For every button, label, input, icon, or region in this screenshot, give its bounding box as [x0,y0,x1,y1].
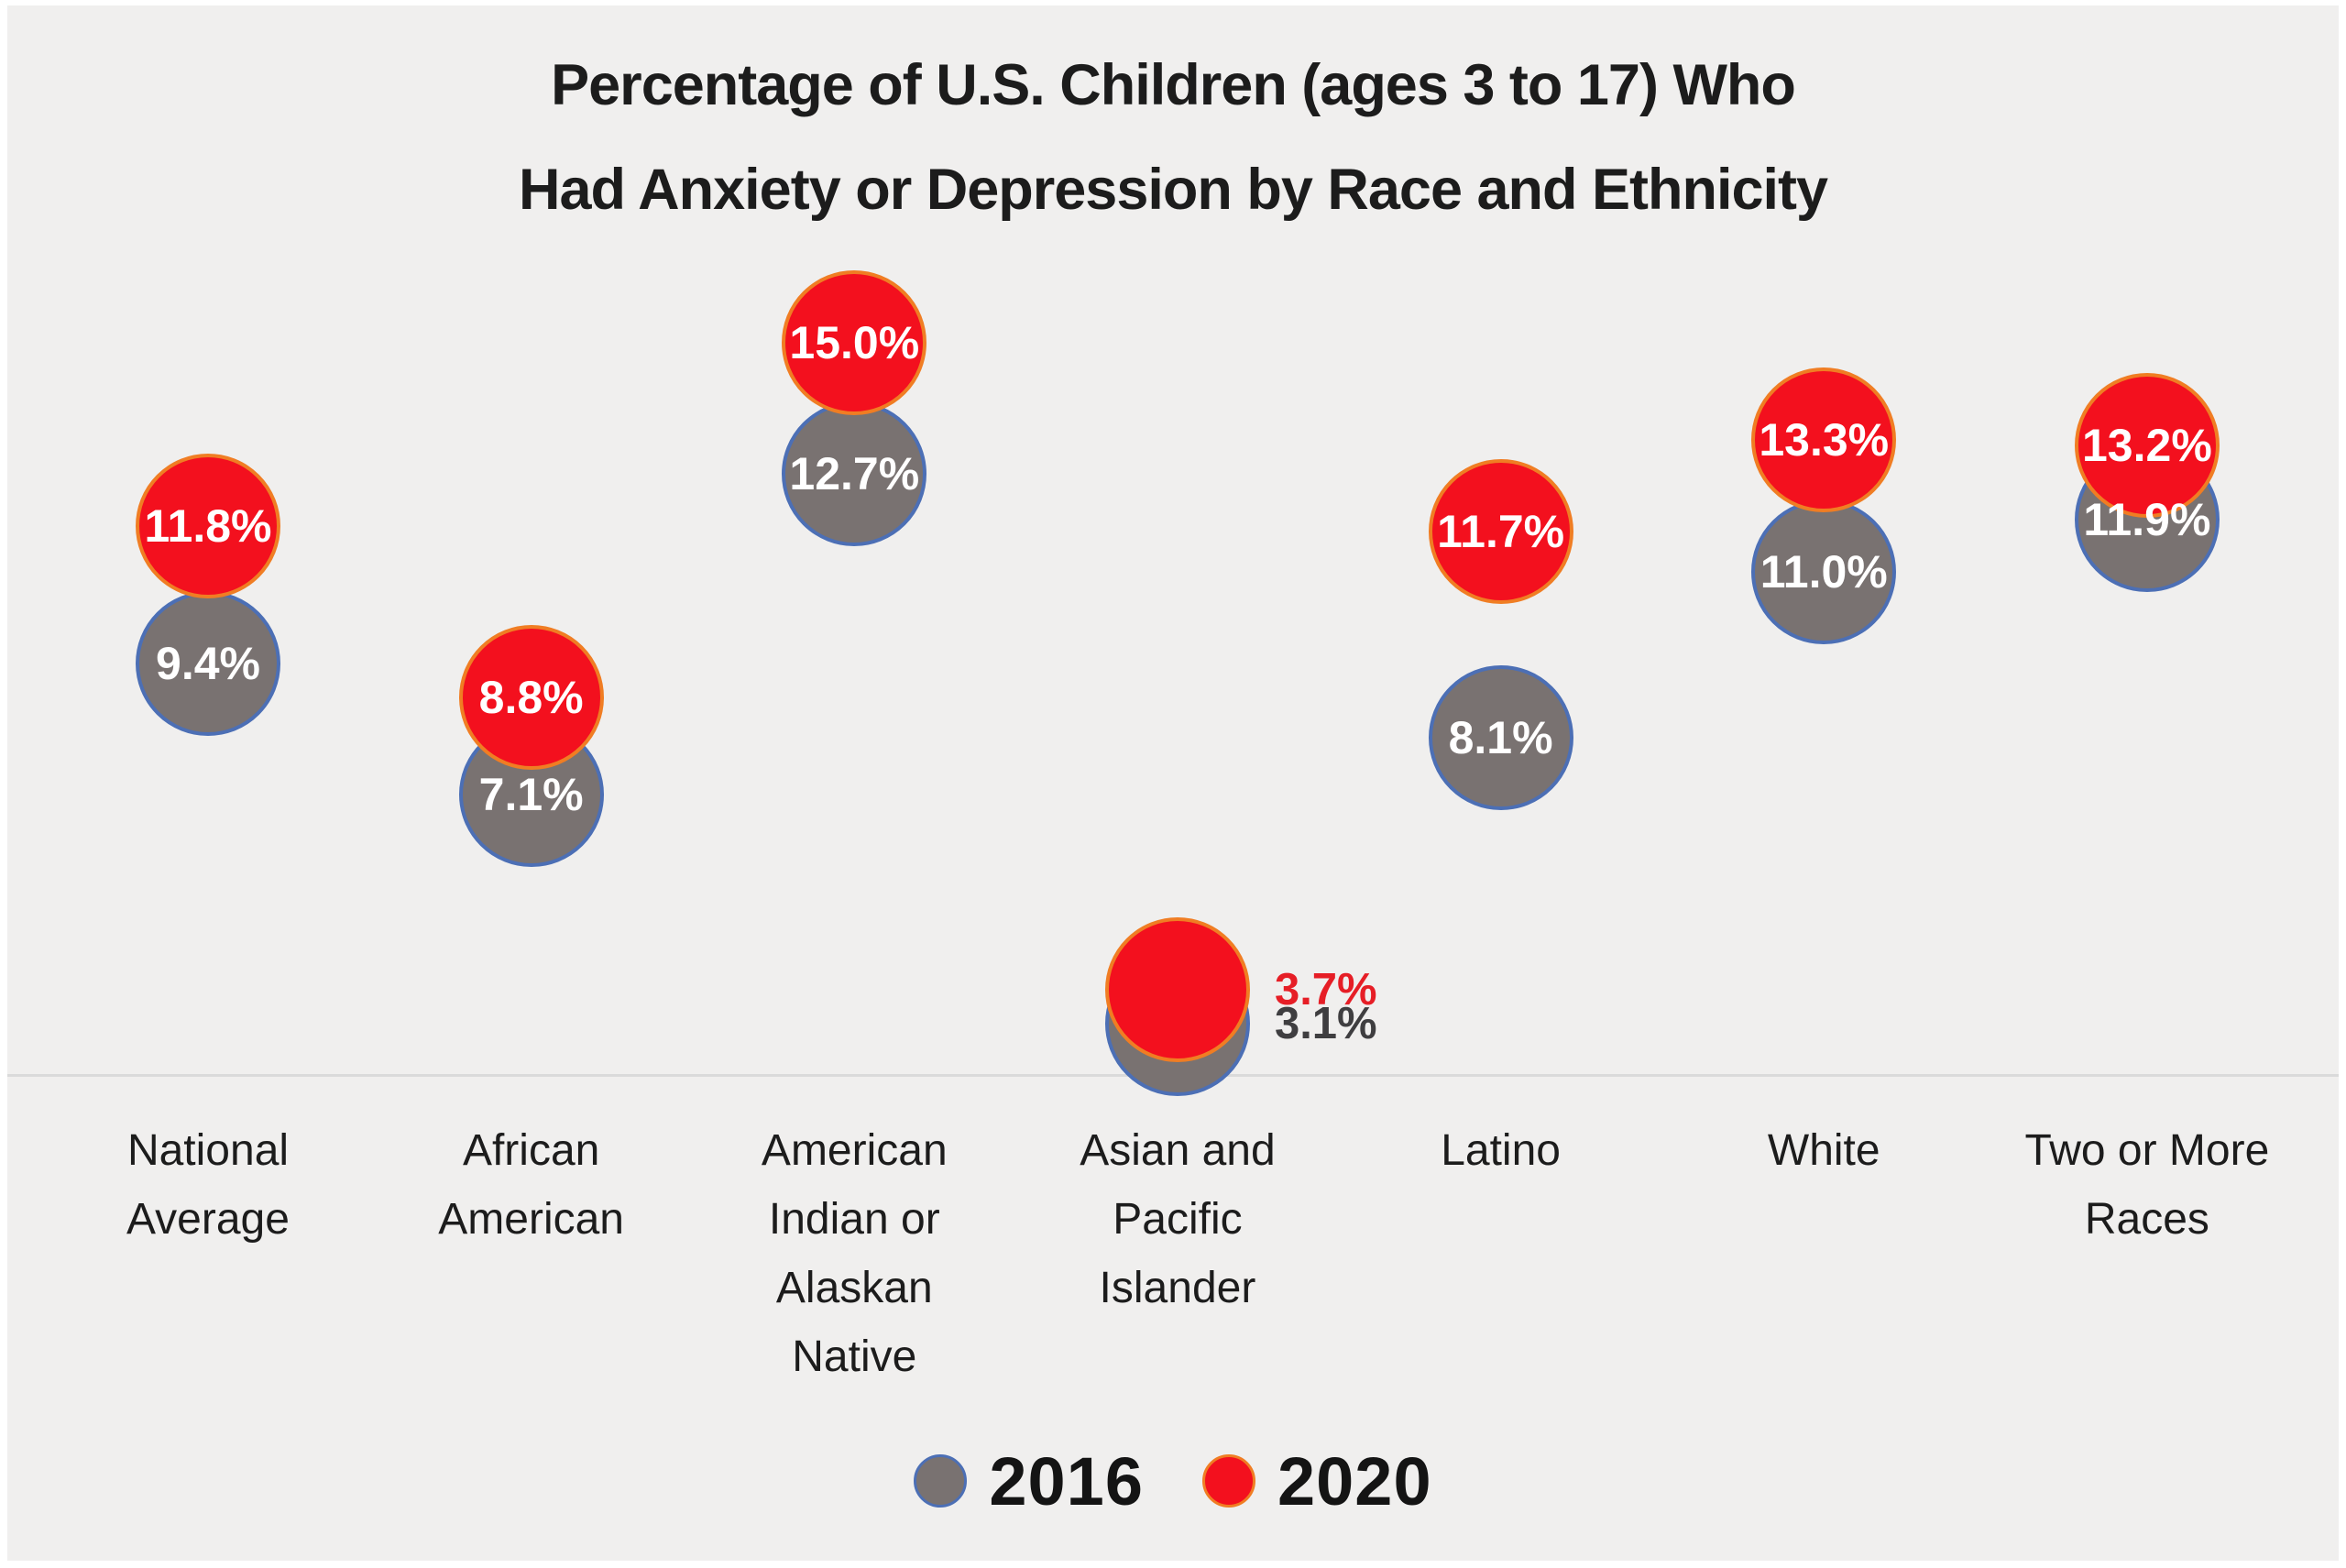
bubble-2020-national-average [136,453,280,598]
category-label-latino: Latino [1340,1116,1662,1185]
category-label-line: Average [126,1195,290,1244]
category-label-line: American [761,1126,948,1175]
chart-title: Percentage of U.S. Children (ages 3 to 1… [7,33,2339,242]
bubble-2016-national-average [136,590,280,736]
category-label-line: Islander [1099,1264,1256,1312]
bubble-2020-american-indian-or-alaskan-native [782,269,927,415]
category-label-line: American [438,1195,624,1244]
chart-canvas: Percentage of U.S. Children (ages 3 to 1… [7,5,2339,1561]
category-label-line: Native [792,1332,917,1381]
bubble-2020-latino [1428,458,1573,604]
value-label-2016-african-american: 7.1% [478,769,584,821]
category-label-line: Races [2084,1195,2209,1244]
chart-title-line-2: Had Anxiety or Depression by Race and Et… [518,158,1828,222]
category-label-national-average: National Average [47,1116,369,1254]
value-label-2020-white: 13.3% [1759,413,1890,466]
category-label-line: National [126,1126,290,1175]
category-label-white: White [1662,1116,1985,1185]
legend-item-2016: 2016 [914,1442,1144,1520]
value-label-2020-asian-and-pacific-islander: 3.7% [1274,964,1377,1014]
category-label-line: Two or More [2024,1126,2270,1175]
category-label-line: Pacific [1113,1195,1243,1244]
value-label-2020-two-or-more-races: 13.2% [2082,420,2212,471]
bubble-2020-white [1751,367,1897,512]
category-label-line: African [462,1126,600,1175]
value-label-2016-white: 11.0% [1760,545,1888,598]
value-label-2020-national-average: 11.8% [144,499,272,552]
bubble-2020-two-or-more-races [2074,373,2220,518]
value-label-2016-asian-and-pacific-islander: 3.1% [1274,999,1377,1049]
category-label-asian-and-pacific-islander: Asian and Pacific Islander [1016,1116,1339,1322]
bubble-2020-asian-and-pacific-islander [1104,916,1250,1062]
value-label-2020-american-indian-or-alaskan-native: 15.0% [789,316,920,368]
value-label-2016-national-average: 9.4% [156,637,260,689]
bubble-2020-african-american [458,625,604,770]
legend: 2016 2020 [7,1443,2339,1519]
value-label-2020-latino: 11.7% [1437,505,1565,557]
value-label-2016-two-or-more-races: 11.9% [2083,494,2211,546]
legend-dot-icon-2016 [914,1454,968,1508]
bubble-2016-latino [1428,664,1573,810]
value-label-2016-latino: 8.1% [1448,711,1553,763]
value-label-2016-american-indian-or-alaskan-native: 12.7% [789,448,920,500]
legend-label-2020: 2020 [1277,1442,1432,1519]
bubble-2016-white [1751,499,1897,644]
category-label-african-american: African American [370,1116,693,1254]
category-label-line: Asian and [1080,1126,1276,1175]
legend-label-2016: 2016 [989,1442,1144,1519]
category-label-line: Alaskan [775,1264,933,1312]
category-label-line: Indian or [768,1195,940,1244]
category-label-two-or-more-races: Two or More Races [1986,1116,2308,1254]
value-label-2020-african-american: 8.8% [478,672,584,723]
category-label-line: White [1767,1126,1880,1175]
legend-item-2020: 2020 [1202,1442,1432,1520]
legend-dot-icon-2020 [1202,1454,1255,1508]
category-label-line: Latino [1441,1126,1561,1175]
chart-title-line-1: Percentage of U.S. Children (ages 3 to 1… [551,53,1796,117]
category-label-american-indian-or-alaskan-native: American Indian or Alaskan Native [693,1116,1015,1391]
